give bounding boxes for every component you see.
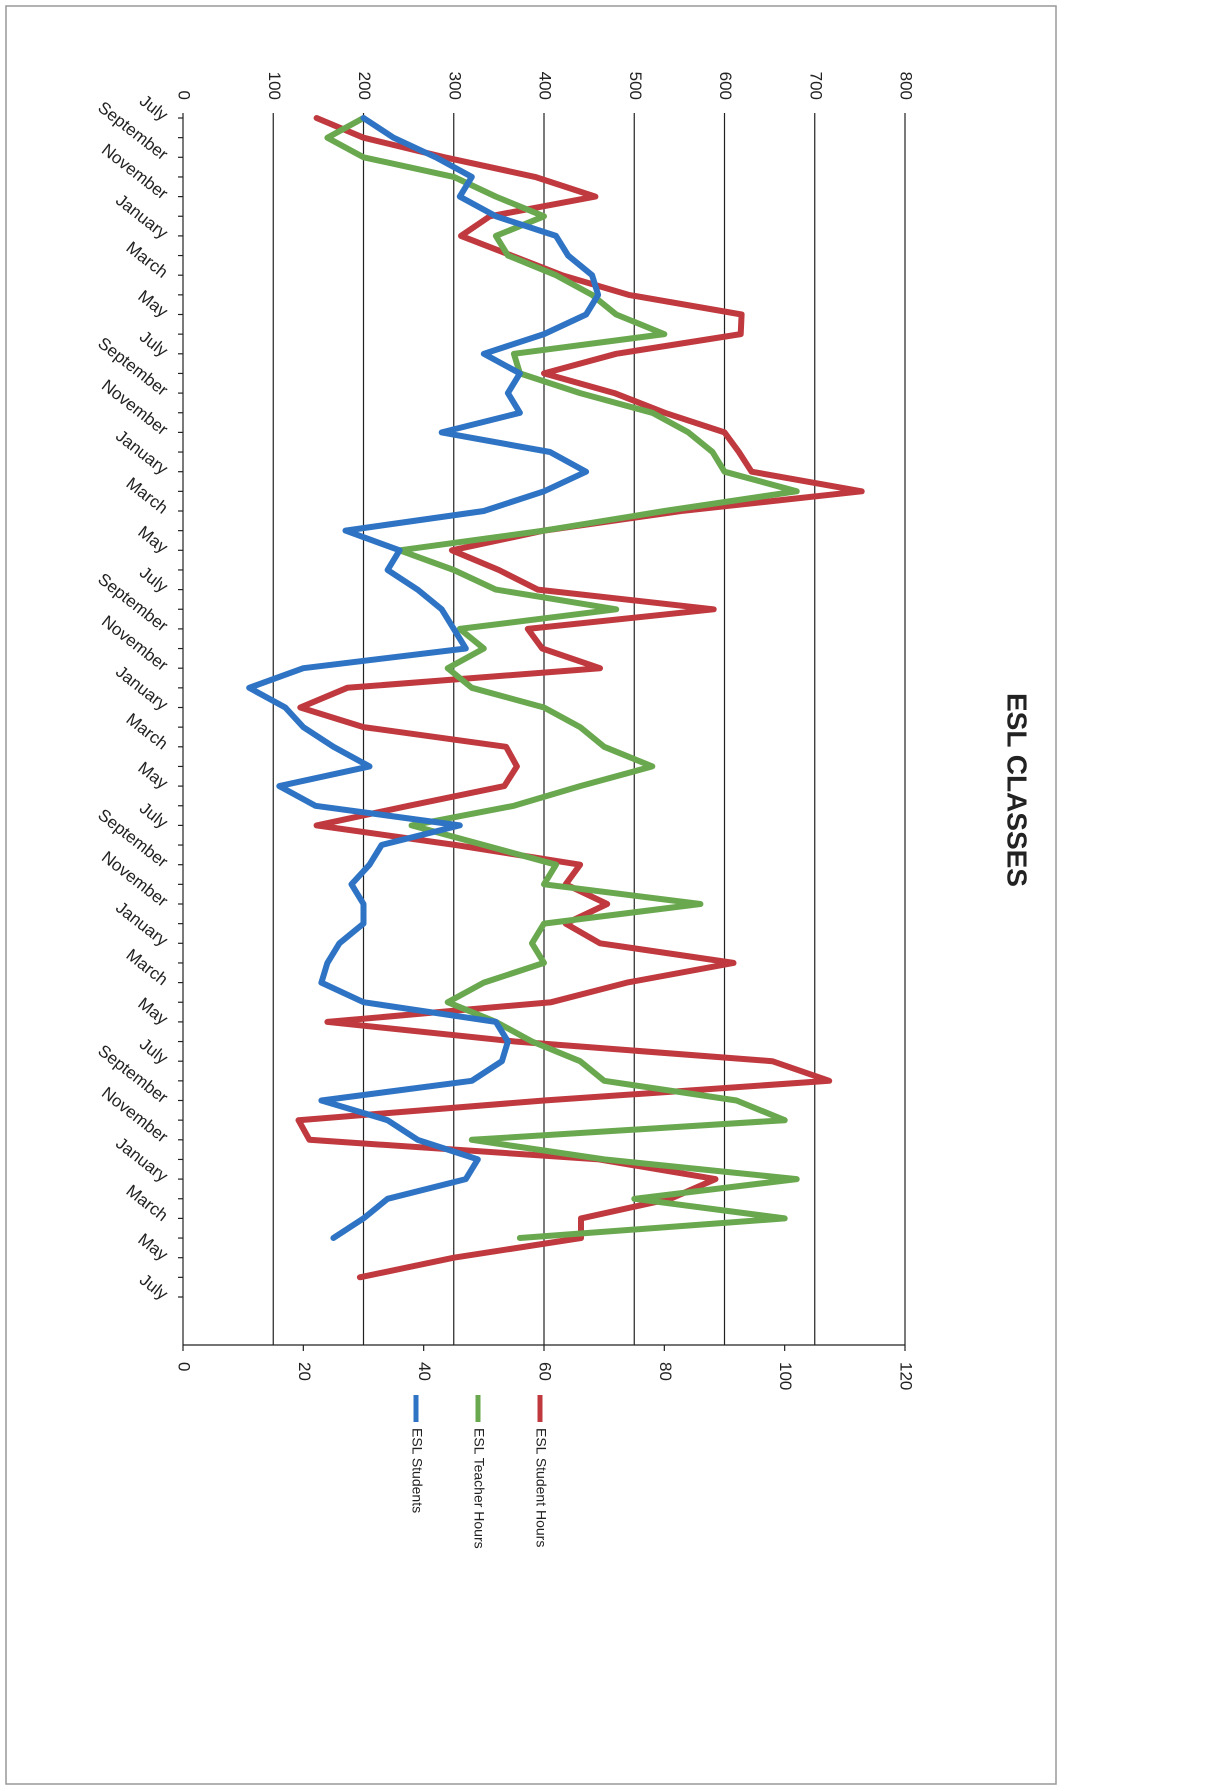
legend-label: ESL Students (409, 1428, 425, 1513)
x-tick-label: May (134, 994, 171, 1029)
x-tick-label: July (136, 327, 172, 361)
y-tick-label: 800 (897, 72, 916, 100)
y-tick-label: 700 (806, 72, 825, 100)
y-tick-label: 300 (445, 72, 464, 100)
y-tick-label: 200 (355, 72, 374, 100)
x-tick-label: March (123, 238, 172, 282)
y-tick-label: 400 (536, 72, 555, 100)
y2-tick-label: 60 (536, 1362, 555, 1381)
chart-title: ESL CLASSES (1002, 693, 1033, 887)
x-tick-label: July (136, 91, 172, 125)
x-tick-label: July (136, 563, 172, 597)
series-line (295, 115, 865, 1281)
y2-tick-label: 80 (656, 1362, 675, 1381)
series-line (324, 115, 800, 1241)
series-line (246, 115, 602, 1241)
x-tick-label: July (136, 798, 172, 832)
x-tick-label: May (134, 1230, 171, 1265)
y-tick-label: 500 (626, 72, 645, 100)
x-tick-label: July (136, 1034, 172, 1068)
y2-tick-label: 20 (295, 1362, 314, 1381)
y2-tick-label: 40 (415, 1362, 434, 1381)
x-tick-label: March (123, 1181, 172, 1225)
y-tick-label: 100 (265, 72, 284, 100)
legend-label: ESL Student Hours (533, 1428, 549, 1547)
x-tick-label: March (123, 945, 172, 989)
y2-tick-label: 0 (175, 1362, 194, 1371)
x-tick-label: July (136, 1270, 172, 1304)
x-tick-label: May (134, 758, 171, 793)
page-frame (5, 5, 1057, 1785)
x-tick-label: March (123, 709, 172, 753)
legend-label: ESL Teacher Hours (471, 1428, 487, 1549)
y-tick-label: 0 (175, 91, 194, 100)
x-tick-label: May (134, 522, 171, 557)
x-tick-label: March (123, 474, 172, 518)
y-tick-label: 600 (716, 72, 735, 100)
x-tick-label: May (134, 286, 171, 321)
y2-tick-label: 120 (897, 1362, 916, 1390)
y2-tick-label: 100 (776, 1362, 795, 1390)
